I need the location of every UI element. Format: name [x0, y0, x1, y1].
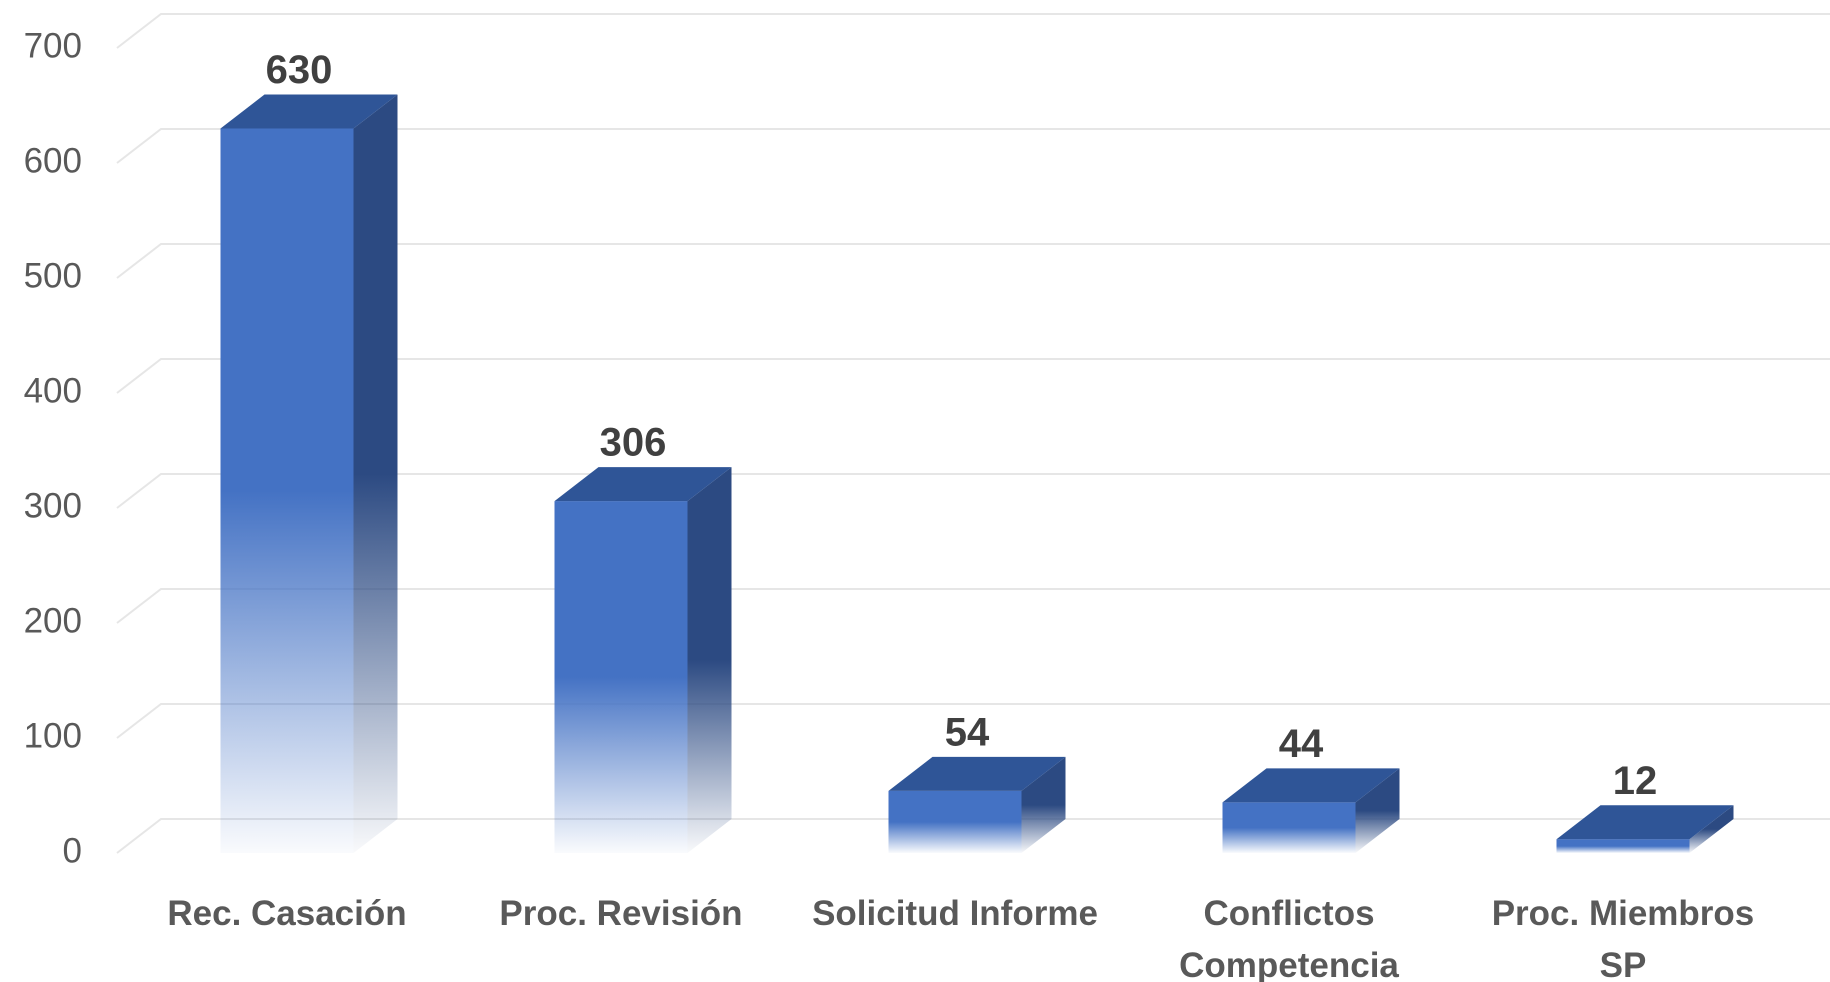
grid-line — [116, 358, 1830, 394]
bar — [220, 94, 398, 853]
bar-top — [888, 756, 1066, 791]
y-tick-label: 0 — [63, 831, 82, 870]
bar-top — [1222, 768, 1400, 803]
grid-line — [116, 473, 1830, 509]
bar-side — [1355, 768, 1400, 853]
bar-top — [554, 467, 732, 502]
y-tick-label: 200 — [24, 601, 82, 640]
bar-front — [888, 790, 1022, 853]
bar — [1556, 805, 1734, 853]
y-tick-label: 600 — [24, 141, 82, 180]
bar-front — [220, 128, 354, 853]
x-tick-label: Solicitud Informe — [812, 894, 1098, 933]
bar-side — [687, 467, 732, 853]
value-label: 44 — [1279, 722, 1324, 766]
bar-side — [1021, 756, 1066, 853]
value-label: 306 — [600, 421, 667, 465]
y-tick-label: 100 — [24, 716, 82, 755]
bar-front — [1556, 839, 1690, 853]
x-tick-label: Proc. Revisión — [499, 894, 743, 933]
bar-front — [1222, 802, 1356, 853]
bar — [554, 467, 732, 853]
grid-line — [116, 703, 1830, 739]
grid-line — [116, 243, 1830, 279]
bar-side — [353, 94, 398, 853]
bar-top — [1556, 805, 1734, 840]
bar-side — [1689, 805, 1734, 853]
y-tick-label: 400 — [24, 371, 82, 410]
y-tick-label: 500 — [24, 256, 82, 295]
x-tick-label: Proc. Miembros SP — [1491, 894, 1755, 982]
y-tick-label: 300 — [24, 486, 82, 525]
bar — [1222, 768, 1400, 853]
grid-line — [116, 588, 1830, 624]
bar-front — [554, 501, 688, 853]
value-label: 630 — [266, 48, 333, 92]
bar — [888, 756, 1066, 853]
x-tick-label: Rec. Casación — [167, 894, 407, 933]
value-label: 12 — [1613, 759, 1658, 803]
x-tick-label: Conflictos Competencia — [1179, 894, 1399, 982]
value-label: 54 — [945, 710, 990, 754]
y-tick-label: 700 — [24, 26, 82, 65]
bar-top — [220, 94, 398, 129]
grid-line — [116, 128, 1830, 164]
grid-line — [116, 13, 1830, 49]
